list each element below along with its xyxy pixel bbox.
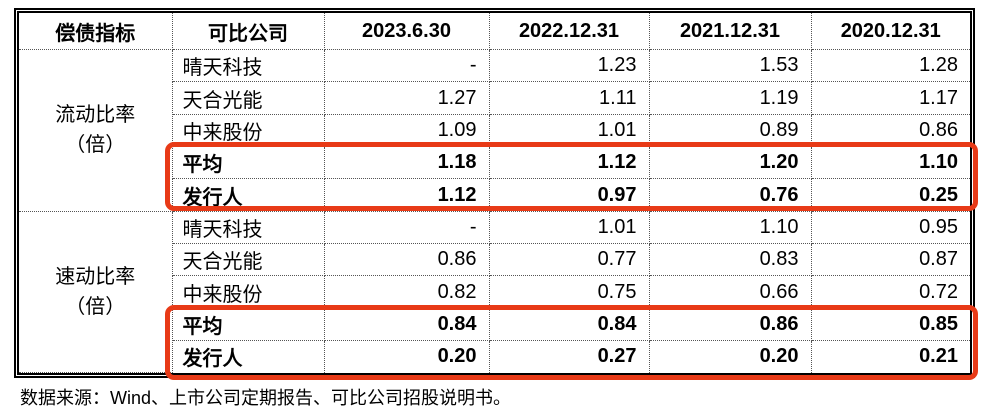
value-cell: 0.97 xyxy=(488,178,650,212)
value-cell: 1.19 xyxy=(648,81,812,115)
value-cell: 0.84 xyxy=(323,307,490,342)
value-cell: 1.09 xyxy=(323,113,490,148)
table-row-issuer: 发行人 0.20 0.27 0.20 0.21 xyxy=(19,340,970,373)
column-header-indicator: 偿债指标 xyxy=(19,13,173,50)
value-cell: 1.10 xyxy=(648,210,812,245)
company-name: 晴天科技 xyxy=(171,210,325,245)
value-cell: 0.77 xyxy=(488,243,650,277)
value-cell: 0.87 xyxy=(810,243,970,277)
value-cell: 0.27 xyxy=(488,340,650,373)
value-cell: 0.20 xyxy=(648,340,812,373)
group-label-quick-ratio: 速动比率 （倍） xyxy=(19,210,173,374)
company-name: 天合光能 xyxy=(172,243,325,277)
table-row: 流动比率 （倍） 晴天科技 - 1.23 1.53 1.28 xyxy=(19,48,970,212)
value-cell: 0.86 xyxy=(810,113,970,148)
value-cell: 0.75 xyxy=(488,275,650,309)
value-cell: 0.72 xyxy=(810,275,970,309)
table-row: 中来股份 1.09 1.01 0.89 0.86 xyxy=(19,113,970,148)
table-row-average: 平均 0.84 0.84 0.86 0.85 xyxy=(19,307,970,342)
company-name: 中来股份 xyxy=(172,113,325,148)
value-cell: 0.84 xyxy=(488,307,650,342)
row-label-average: 平均 xyxy=(172,307,325,342)
column-header-2021-12-31: 2021.12.31 xyxy=(648,13,812,50)
comparison-table: 偿债指标 可比公司 2023.6.30 2022.12.31 2021.12.3… xyxy=(19,13,970,374)
value-cell: 0.86 xyxy=(648,307,812,342)
table-row: 速动比率 （倍） 晴天科技 - 1.01 1.10 0.95 xyxy=(19,210,970,374)
company-name: 晴天科技 xyxy=(171,48,325,83)
value-cell: 1.28 xyxy=(810,48,970,83)
value-cell: 0.21 xyxy=(810,340,970,373)
value-cell: 1.11 xyxy=(488,81,650,115)
value-cell: 0.82 xyxy=(323,275,490,309)
value-cell: 1.10 xyxy=(810,146,970,180)
data-source-note: 数据来源：Wind、上市公司定期报告、可比公司招股说明书。 xyxy=(20,388,512,408)
value-cell: 0.95 xyxy=(810,210,970,245)
value-cell: 0.66 xyxy=(648,275,812,309)
row-label-issuer: 发行人 xyxy=(172,178,325,212)
company-name: 天合光能 xyxy=(172,81,325,115)
company-name: 中来股份 xyxy=(172,275,325,309)
value-cell: 0.20 xyxy=(323,340,490,373)
value-cell: 1.12 xyxy=(488,146,650,180)
header-row: 偿债指标 可比公司 2023.6.30 2022.12.31 2021.12.3… xyxy=(19,13,970,50)
value-cell: 1.01 xyxy=(488,113,650,148)
column-header-company: 可比公司 xyxy=(171,13,325,50)
table-row: 天合光能 0.86 0.77 0.83 0.87 xyxy=(19,243,970,277)
value-cell: 0.85 xyxy=(810,307,970,342)
value-cell: 1.20 xyxy=(648,146,812,180)
value-cell: 1.01 xyxy=(488,210,650,245)
value-cell: - xyxy=(323,48,490,83)
value-cell: 1.12 xyxy=(323,178,490,212)
row-label-issuer: 发行人 xyxy=(172,340,325,373)
value-cell: 0.83 xyxy=(648,243,812,277)
value-cell: 0.76 xyxy=(648,178,812,212)
value-cell: 0.89 xyxy=(648,113,812,148)
value-cell: 1.23 xyxy=(488,48,650,83)
value-cell: 0.25 xyxy=(810,178,970,212)
group-label-current-ratio: 流动比率 （倍） xyxy=(19,49,173,212)
value-cell: 1.18 xyxy=(323,146,490,180)
column-header-2022-12-31: 2022.12.31 xyxy=(488,13,650,50)
value-cell: - xyxy=(323,210,490,245)
row-label-average: 平均 xyxy=(172,146,325,180)
value-cell: 1.53 xyxy=(648,48,812,83)
solvency-comparison-table: 偿债指标 可比公司 2023.6.30 2022.12.31 2021.12.3… xyxy=(14,8,975,378)
column-header-2020-12-31: 2020.12.31 xyxy=(810,13,970,50)
column-header-2023-6-30: 2023.6.30 xyxy=(323,13,490,50)
value-cell: 1.27 xyxy=(323,81,490,115)
table-row-average: 平均 1.18 1.12 1.20 1.10 xyxy=(19,146,970,180)
value-cell: 0.86 xyxy=(323,243,490,277)
value-cell: 1.17 xyxy=(810,81,970,115)
